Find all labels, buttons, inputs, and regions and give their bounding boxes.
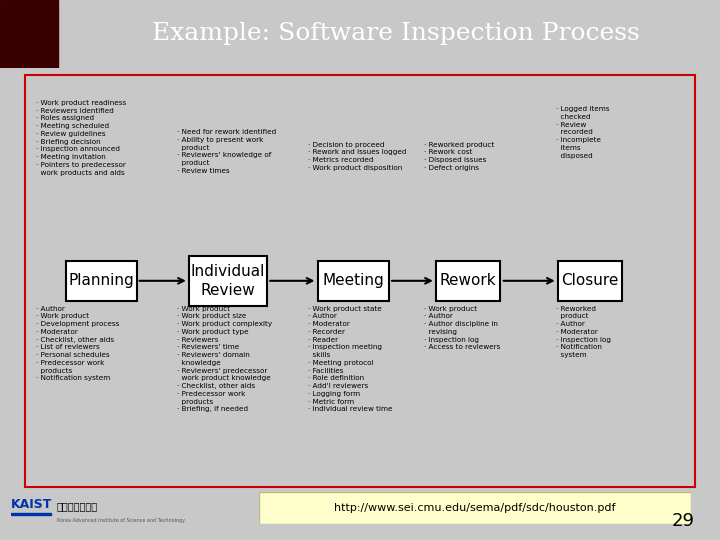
Text: · Work product readiness
· Reviewers identified
· Roles assigned
· Meeting sched: · Work product readiness · Reviewers ide…: [37, 100, 127, 176]
Text: Korea Advanced Institute of Science and Technology: Korea Advanced Institute of Science and …: [57, 518, 185, 523]
Bar: [189, 256, 267, 306]
Bar: [436, 261, 500, 301]
Text: · Logged items
  checked
· Review
  recorded
· Incomplete
  items
  disposed: · Logged items checked · Review recorded…: [557, 106, 610, 159]
Text: Planning: Planning: [68, 273, 135, 288]
Text: · Work product
· Work product size
· Work product complexity
· Work product type: · Work product · Work product size · Wor…: [177, 306, 272, 413]
Text: Example: Software Inspection Process: Example: Software Inspection Process: [152, 22, 640, 45]
Text: · Author
· Work product
· Development process
· Moderator
· Checklist, other aid: · Author · Work product · Development pr…: [37, 306, 120, 381]
Text: · Work product
· Author
· Author discipline in
  revising
· Inspection log
· Acc: · Work product · Author · Author discipl…: [424, 306, 500, 350]
Text: · Decision to proceed
· Rework and issues logged
· Metrics recorded
· Work produ: · Decision to proceed · Rework and issue…: [308, 141, 406, 171]
Bar: [11, 514, 51, 515]
Text: 29: 29: [672, 512, 695, 530]
Text: Rework: Rework: [440, 273, 497, 288]
Text: · Need for rework identified
· Ability to present work
  product
· Reviewers' kn: · Need for rework identified · Ability t…: [177, 129, 276, 174]
Text: Individual
Review: Individual Review: [191, 264, 265, 298]
Bar: [0, 0, 58, 68]
Bar: [318, 261, 389, 301]
Text: KAIST: KAIST: [11, 498, 52, 511]
Bar: [558, 261, 622, 301]
Text: · Reworked product
· Rework cost
· Disposed issues
· Defect origins: · Reworked product · Rework cost · Dispo…: [424, 141, 495, 171]
Text: · Work product state
· Author
· Moderator
· Recorder
· Reader
· Inspection meeti: · Work product state · Author · Moderato…: [308, 306, 392, 413]
Text: http://www.sei.cmu.edu/sema/pdf/sdc/houston.pdf: http://www.sei.cmu.edu/sema/pdf/sdc/hous…: [335, 503, 616, 513]
Bar: [66, 261, 137, 301]
Text: · Reworked
  product
· Author
· Moderator
· Inspection log
· Notification
  syst: · Reworked product · Author · Moderator …: [557, 306, 611, 358]
Text: 한국과학기술원: 한국과학기술원: [57, 501, 98, 511]
Text: Closure: Closure: [562, 273, 618, 288]
Text: Meeting: Meeting: [323, 273, 384, 288]
